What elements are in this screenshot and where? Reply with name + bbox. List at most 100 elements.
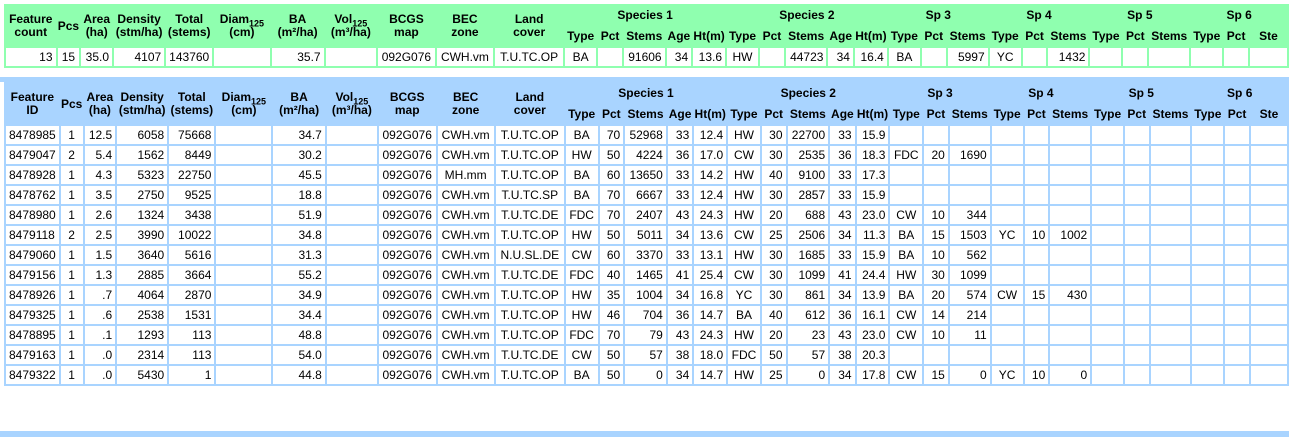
- cell-sp3-stems: 1503: [949, 226, 990, 244]
- col-ba: BA (m²/ha): [273, 84, 325, 124]
- cell-ba: 35.7: [271, 48, 324, 66]
- cell-sp2-ht: 16.1: [856, 306, 889, 324]
- cell-feature-id: 8479047: [6, 146, 59, 164]
- col-bec: BEC zone: [437, 84, 494, 124]
- cell-sp1-stems: 704: [625, 306, 666, 324]
- col-pct: Pct: [1022, 27, 1047, 46]
- cell-land: T.U.TC.DE: [495, 266, 564, 284]
- cell-sp2-type: HW: [728, 246, 760, 264]
- cell-diam: [216, 306, 272, 324]
- table-row: 8479325 1.6 2538 1531 34.4 092G076 CWH.vm T.U.T…: [6, 306, 1287, 324]
- col-stems: Stems: [1150, 105, 1191, 124]
- col-pct: Pct: [1024, 105, 1049, 124]
- cell-sp4-type: [991, 326, 1023, 344]
- cell-sp6-pct: [1225, 326, 1249, 344]
- cell-sp5-type: [1092, 306, 1123, 324]
- col-stems: Stems: [947, 27, 988, 46]
- cell-land: T.U.TC.OP: [495, 48, 564, 66]
- cell-sp3-pct: [924, 166, 948, 184]
- col-area: Area (ha): [81, 6, 113, 46]
- cell-sp5-pct: [1125, 206, 1149, 224]
- cell-sp4-stems: [1050, 146, 1091, 164]
- cell-sp6-stems: [1250, 126, 1287, 144]
- cell-total: 8449: [169, 146, 215, 164]
- cell-ba: 30.2: [273, 146, 325, 164]
- cell-bcgs: 092G076: [378, 266, 436, 284]
- cell-sp4-stems: [1050, 266, 1091, 284]
- cell-sp4-stems: [1050, 206, 1091, 224]
- cell-sp2-type: BA: [728, 306, 760, 324]
- col-ht: Ht(m): [693, 27, 725, 46]
- cell-sp1-stems: 0: [625, 366, 666, 384]
- cell-sp2-ht: 17.3: [856, 166, 889, 184]
- table-row: 8479118 2 2.5 3990 10022 34.8 092G076 CWH.vm T.U…: [6, 226, 1287, 244]
- cell-feature-id: 8479156: [6, 266, 59, 284]
- col-ba: BA (m²/ha): [271, 6, 324, 46]
- cell-feature-id: 8478985: [6, 126, 59, 144]
- cell-diam: [216, 366, 272, 384]
- detail-header-row-1: Feature ID Pcs Area (ha) Density (stm/ha) T…: [6, 84, 1287, 124]
- cell-land: T.U.TC.OP: [495, 226, 564, 244]
- cell-land: T.U.TC.SP: [495, 186, 564, 204]
- cell-total: 1531: [169, 306, 215, 324]
- cell-density: 2538: [117, 306, 168, 324]
- cell-sp4-pct: [1024, 306, 1049, 324]
- cell-land: T.U.TC.OP: [495, 286, 564, 304]
- cell-sp6-type: [1192, 206, 1224, 224]
- cell-sp1-age: 43: [667, 326, 693, 344]
- cell-area: .0: [84, 346, 116, 364]
- col-group-sp6: Sp 6: [1192, 84, 1287, 103]
- cell-sp1-age: 41: [667, 266, 693, 284]
- col-group-species1: Species 1: [565, 84, 727, 103]
- cell-sp1-age: 38: [667, 346, 693, 364]
- col-diam: Diam125 (cm): [214, 6, 270, 46]
- cell-sp2-ht: 16.4: [854, 48, 887, 66]
- cell-sp2-type: HW: [728, 186, 760, 204]
- cell-sp5-pct: [1125, 186, 1149, 204]
- cell-sp2-age: 34: [830, 226, 855, 244]
- cell-sp5-stems: [1150, 146, 1191, 164]
- cell-sp5-type: [1092, 146, 1123, 164]
- cell-sp4-pct: [1024, 206, 1049, 224]
- cell-pcs: 1: [60, 126, 83, 144]
- cell-sp2-stems: 1099: [787, 266, 829, 284]
- cell-sp1-pct: 70: [599, 326, 624, 344]
- cell-sp5-stems: [1150, 286, 1191, 304]
- cell-feature-id: 8478762: [6, 186, 59, 204]
- cell-sp6-stems: [1250, 186, 1287, 204]
- col-group-sp4: Sp 4: [989, 6, 1089, 25]
- table-row: 8478762 1 3.5 2750 9525 18.8 092G076 CWH.vm T.U.…: [6, 186, 1287, 204]
- cell-sp1-age: 34: [666, 48, 692, 66]
- cell-sp6-type: [1192, 126, 1224, 144]
- cell-sp4-type: [991, 206, 1023, 224]
- cell-sp2-pct: 20: [761, 326, 786, 344]
- cell-vol: [326, 126, 377, 144]
- cell-sp5-pct: [1125, 366, 1149, 384]
- cell-sp1-type: CW: [565, 246, 598, 264]
- cell-sp2-stems: 861: [787, 286, 829, 304]
- cell-sp1-age: 33: [667, 126, 693, 144]
- col-stems: Stems: [1050, 105, 1091, 124]
- cell-sp3-pct: 15: [924, 226, 948, 244]
- cell-sp2-age: 36: [830, 306, 855, 324]
- cell-sp6-type: [1192, 166, 1224, 184]
- cell-sp1-type: BA: [565, 186, 598, 204]
- cell-sp3-pct: 30: [924, 266, 948, 284]
- cell-ba: 34.9: [273, 286, 325, 304]
- cell-diam: [216, 266, 272, 284]
- cell-sp1-ht: 16.8: [694, 286, 727, 304]
- cell-sp4-type: [991, 306, 1023, 324]
- cell-sp1-pct: 46: [599, 306, 624, 324]
- cell-vol: [326, 226, 377, 244]
- cell-sp5-type: [1092, 226, 1123, 244]
- col-type: Type: [1090, 27, 1122, 46]
- cell-sp4-type: [991, 266, 1023, 284]
- cell-sp3-stems: 11: [949, 326, 990, 344]
- cell-sp2-pct: 30: [761, 186, 786, 204]
- cell-sp2-pct: 25: [761, 226, 786, 244]
- cell-sp3-type: CW: [890, 206, 923, 224]
- cell-sp1-ht: 12.4: [694, 126, 727, 144]
- cell-area: 5.4: [84, 146, 116, 164]
- cell-land: T.U.TC.OP: [495, 166, 564, 184]
- cell-sp1-pct: [598, 48, 622, 66]
